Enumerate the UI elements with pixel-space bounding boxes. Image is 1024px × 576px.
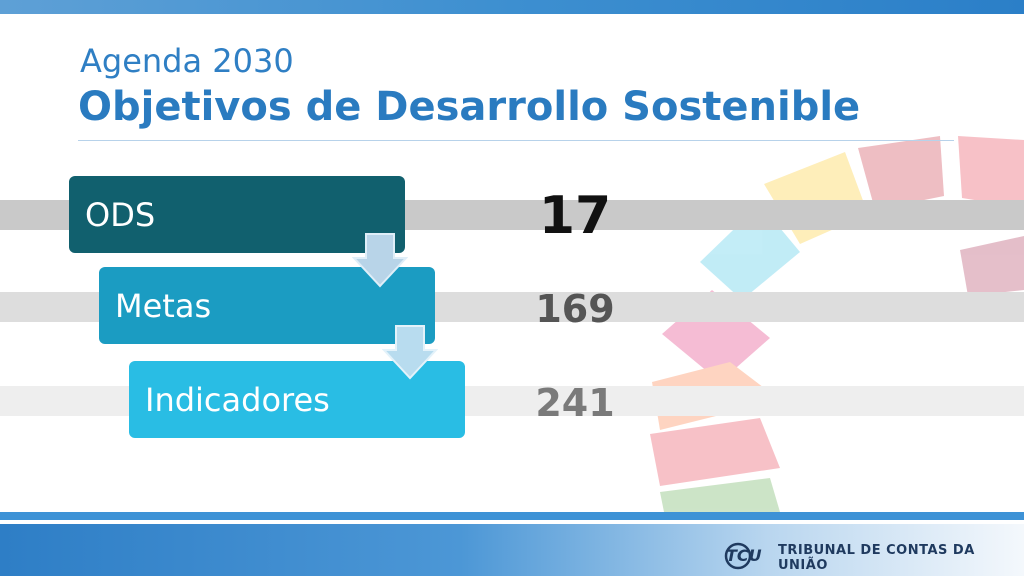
level-box-ods: ODS [69,176,405,253]
page-title: Objetivos de Desarrollo Sostenible [78,84,861,130]
footer-accent-line [0,512,1024,520]
count-metas: 169 [535,287,615,331]
count-indicadores: 241 [535,381,615,425]
top-accent-bar [0,0,1024,14]
level-box-metas: Metas [99,267,435,344]
down-arrow-icon [352,233,408,288]
svg-text:TCU: TCU [726,546,762,565]
org-name: TRIBUNAL DE CONTAS DA UNIÃO [778,543,975,573]
count-ods: 17 [538,186,612,246]
level-label-metas: Metas [115,286,212,325]
page-subtitle: Agenda 2030 [80,42,294,80]
tcu-logo: TCU [724,542,762,570]
down-arrow-icon [382,325,438,380]
title-divider [78,140,954,141]
level-label-indicadores: Indicadores [145,380,330,419]
footer-bar [0,524,1024,576]
level-label-ods: ODS [85,195,156,234]
